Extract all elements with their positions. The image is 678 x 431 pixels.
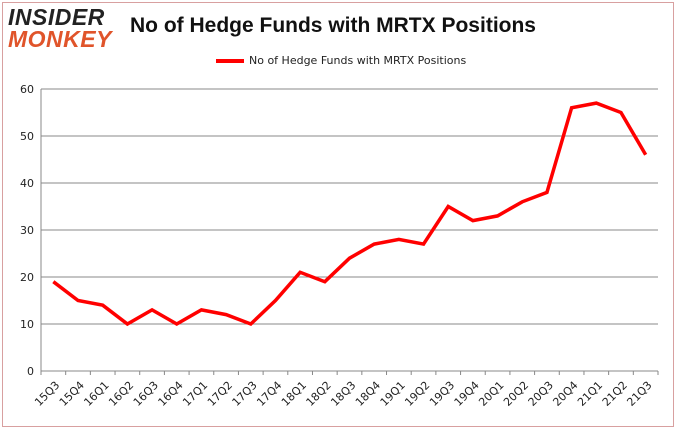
x-tick-label: 19Q2	[402, 379, 432, 409]
x-tick-label: 19Q3	[427, 379, 457, 409]
x-tick-label: 20Q1	[476, 379, 506, 409]
x-tick-label: 18Q4	[353, 379, 383, 409]
x-tick-label: 20Q2	[501, 379, 531, 409]
y-tick-label: 50	[20, 130, 34, 143]
y-tick-label: 10	[20, 318, 34, 331]
x-tick-label: 19Q4	[452, 379, 482, 409]
x-tick-label: 17Q3	[230, 379, 260, 409]
x-tick-label: 20Q4	[550, 379, 580, 409]
x-tick-label: 16Q3	[131, 379, 161, 409]
x-tick-label: 15Q3	[32, 379, 62, 409]
x-tick-label: 18Q3	[328, 379, 358, 409]
x-tick-label: 21Q2	[600, 379, 630, 409]
y-tick-label: 60	[20, 83, 34, 96]
y-tick-label: 20	[20, 271, 34, 284]
legend: No of Hedge Funds with MRTX Positions	[216, 54, 466, 67]
x-tick-label: 17Q2	[205, 379, 235, 409]
legend-label: No of Hedge Funds with MRTX Positions	[249, 54, 467, 67]
x-tick-label: 16Q1	[81, 379, 111, 409]
x-tick-label: 18Q1	[279, 379, 309, 409]
y-tick-label: 30	[20, 224, 34, 237]
x-tick-label: 19Q1	[378, 379, 408, 409]
x-tick-label: 21Q3	[624, 379, 654, 409]
insider-monkey-logo: INSIDER MONKEY	[8, 4, 112, 52]
x-tick-label: 17Q1	[180, 379, 210, 409]
x-tick-label: 17Q4	[254, 379, 284, 409]
logo-line1: INSIDER	[8, 4, 105, 30]
legend-swatch	[216, 58, 244, 63]
logo-line2: MONKEY	[8, 26, 112, 52]
x-tick-label: 21Q1	[575, 379, 605, 409]
chart-title: No of Hedge Funds with MRTX Positions	[130, 14, 536, 37]
chart-frame	[2, 2, 674, 427]
x-tick-label: 20Q3	[526, 379, 556, 409]
y-tick-label: 40	[20, 177, 34, 190]
x-tick-label: 18Q2	[304, 379, 334, 409]
y-tick-label: 0	[27, 365, 34, 378]
x-tick-label: 15Q4	[57, 379, 87, 409]
x-tick-label: 16Q4	[156, 379, 186, 409]
x-tick-label: 16Q2	[106, 379, 136, 409]
